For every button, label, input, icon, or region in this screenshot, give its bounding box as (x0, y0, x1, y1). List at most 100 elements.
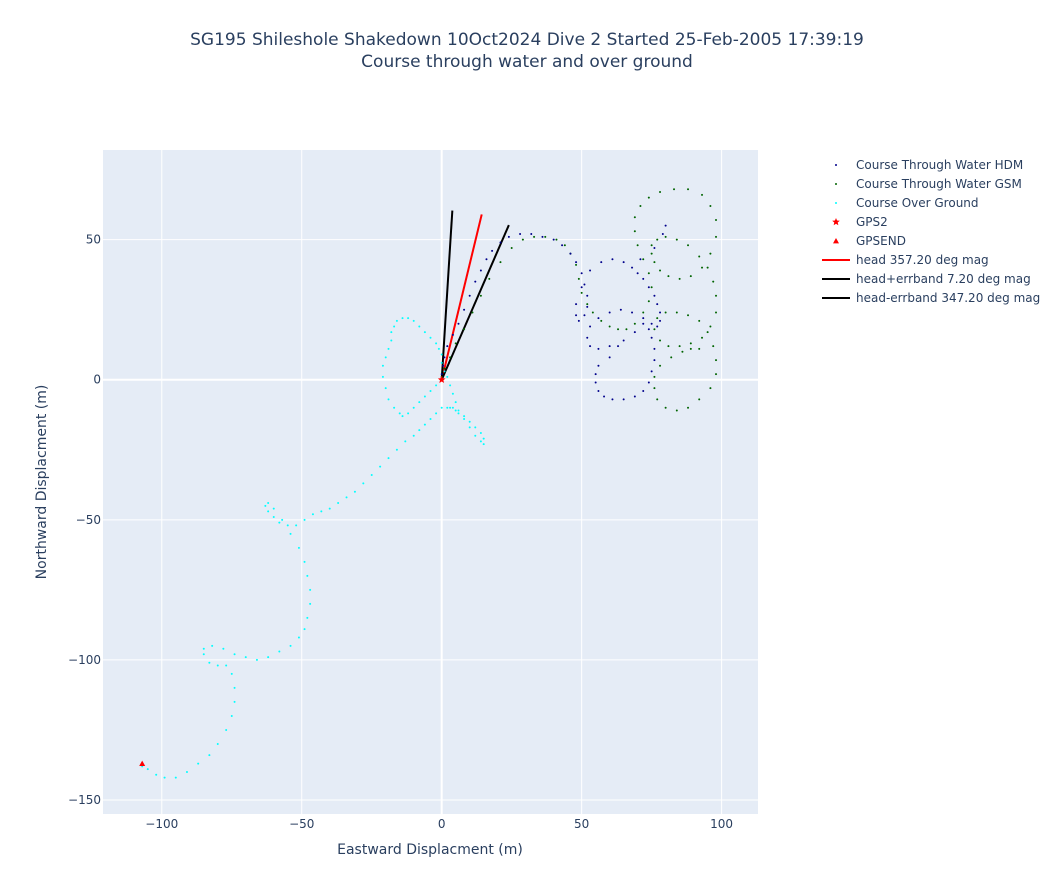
data-point (390, 331, 393, 334)
data-point (642, 317, 645, 320)
data-point (353, 490, 356, 493)
data-point (631, 266, 634, 269)
data-point (155, 773, 158, 776)
data-point (608, 325, 611, 328)
data-point (544, 235, 547, 238)
data-point (230, 672, 233, 675)
data-point (594, 381, 597, 384)
data-point (387, 347, 390, 350)
data-point (647, 286, 650, 289)
x-tick-label: −50 (289, 817, 314, 831)
data-point (384, 387, 387, 390)
data-point (395, 448, 398, 451)
data-point (267, 656, 270, 659)
legend-label: Course Through Water GSM (856, 177, 1022, 191)
plot-area[interactable] (103, 150, 758, 814)
series-6 (440, 224, 510, 381)
legend-item[interactable]: Course Through Water GSM (835, 177, 1022, 191)
data-point (454, 409, 457, 412)
data-point (661, 233, 664, 236)
legend-label: GPSEND (856, 234, 906, 248)
x-tick-label: 0 (438, 817, 446, 831)
data-point (479, 294, 482, 297)
data-point (706, 331, 709, 334)
data-point (398, 412, 401, 415)
data-point (468, 420, 471, 423)
data-point (468, 294, 471, 297)
legend-item[interactable]: Course Through Water HDM (835, 158, 1023, 172)
legend-item[interactable]: GPS2 (832, 215, 888, 229)
data-point (401, 317, 404, 320)
data-point (689, 347, 692, 350)
data-point (449, 406, 452, 409)
data-point (423, 395, 426, 398)
data-point (698, 255, 701, 258)
data-point (384, 356, 387, 359)
data-point (297, 636, 300, 639)
data-point (664, 311, 667, 314)
legend-item[interactable]: GPSEND (833, 234, 906, 248)
data-point (577, 319, 580, 322)
data-point (320, 510, 323, 513)
data-point (208, 754, 211, 757)
data-point (404, 440, 407, 443)
data-point (715, 359, 718, 362)
data-point (659, 191, 662, 194)
data-point (468, 426, 471, 429)
data-point (454, 342, 457, 345)
data-point (442, 364, 445, 367)
data-point (244, 656, 247, 659)
legend-label: Course Over Ground (856, 196, 979, 210)
data-point (687, 406, 690, 409)
data-point (575, 263, 578, 266)
data-point (202, 647, 205, 650)
legend-swatch (833, 238, 839, 244)
data-point (653, 387, 656, 390)
data-point (647, 381, 650, 384)
data-point (659, 339, 662, 342)
data-point (656, 317, 659, 320)
data-point (230, 714, 233, 717)
x-axis-title: Eastward Displacment (m) (337, 842, 523, 858)
data-point (474, 280, 477, 283)
data-point (281, 518, 284, 521)
data-point (642, 322, 645, 325)
data-point (633, 216, 636, 219)
data-point (575, 314, 578, 317)
data-point (622, 339, 625, 342)
data-point (474, 426, 477, 429)
data-point (474, 434, 477, 437)
data-point (370, 473, 373, 476)
data-point (617, 345, 620, 348)
data-point (233, 686, 236, 689)
legend-item[interactable]: head 357.20 deg mag (822, 253, 989, 267)
data-point (418, 401, 421, 404)
data-point (429, 389, 432, 392)
data-point (650, 286, 653, 289)
data-point (709, 252, 712, 255)
legend-item[interactable]: head+errband 7.20 deg mag (822, 272, 1031, 286)
data-point (642, 389, 645, 392)
data-point (597, 364, 600, 367)
data-point (451, 392, 454, 395)
data-point (597, 317, 600, 320)
data-point (709, 387, 712, 390)
data-point (701, 336, 704, 339)
data-point (575, 303, 578, 306)
data-point (589, 325, 592, 328)
legend-label: Course Through Water HDM (856, 158, 1023, 172)
legend-label: head+errband 7.20 deg mag (856, 272, 1031, 286)
data-point (715, 219, 718, 222)
data-point (619, 308, 622, 311)
data-point (589, 345, 592, 348)
legend[interactable]: Course Through Water HDM Course Through W… (822, 158, 1040, 305)
legend-item[interactable]: Course Over Ground (835, 196, 979, 210)
legend-swatch (832, 218, 840, 226)
data-point (449, 384, 452, 387)
data-point (689, 342, 692, 345)
data-point (622, 398, 625, 401)
data-point (636, 244, 639, 247)
data-point (255, 658, 258, 661)
data-point (423, 331, 426, 334)
legend-item[interactable]: head-errband 347.20 deg mag (822, 291, 1040, 305)
